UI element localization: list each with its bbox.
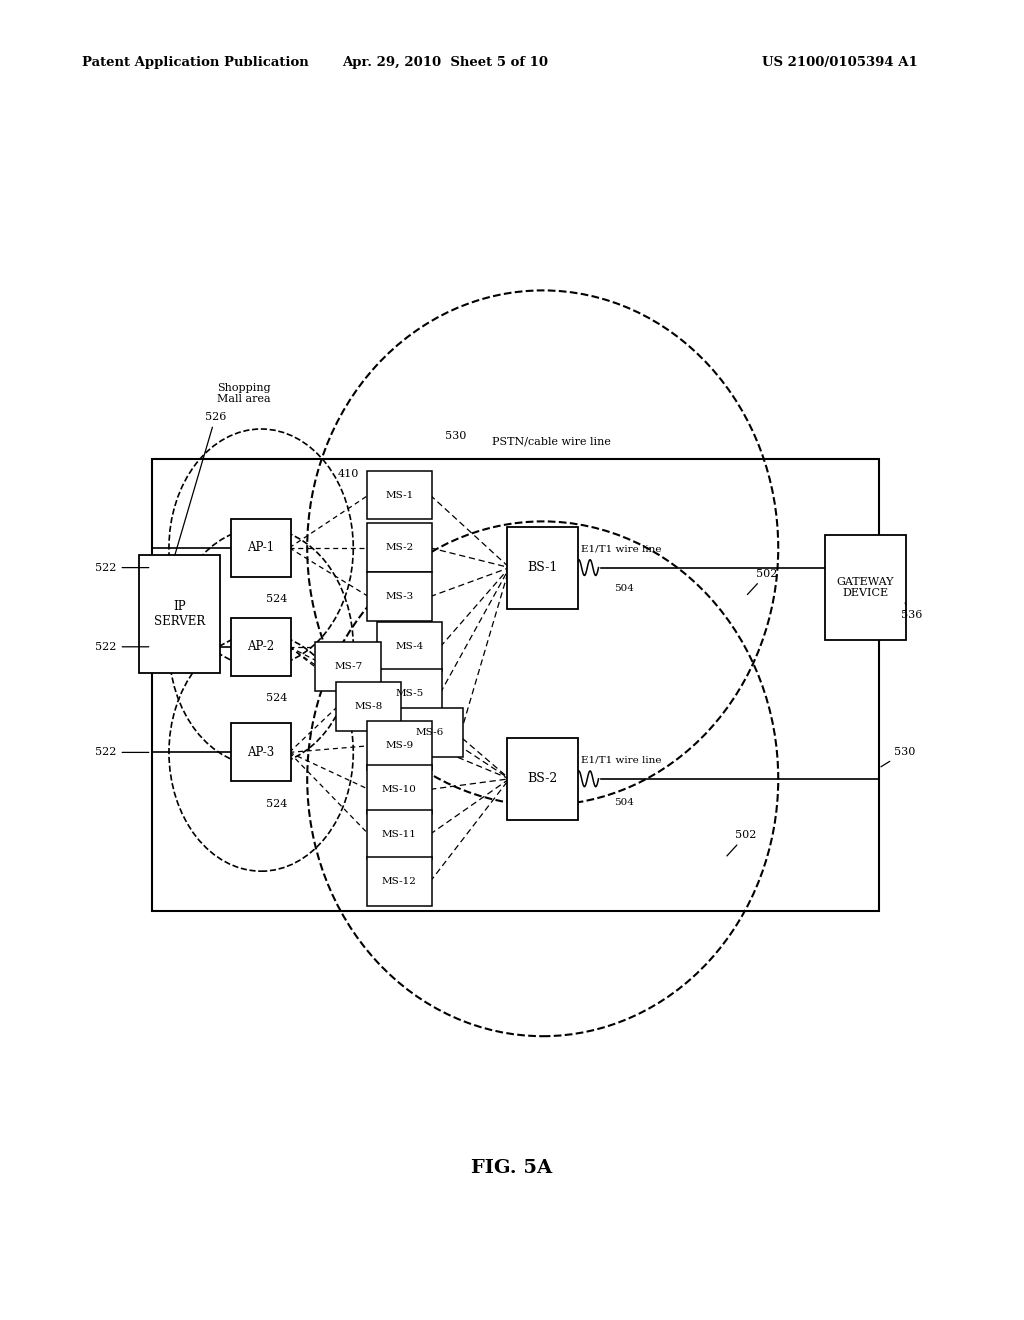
- FancyBboxPatch shape: [367, 766, 432, 813]
- Text: E1/T1 wire line: E1/T1 wire line: [582, 545, 662, 554]
- Bar: [152, 459, 879, 911]
- FancyBboxPatch shape: [367, 721, 432, 770]
- FancyBboxPatch shape: [367, 523, 432, 573]
- FancyBboxPatch shape: [825, 536, 905, 640]
- Text: 524: 524: [266, 594, 288, 605]
- Text: MS-1: MS-1: [385, 491, 414, 499]
- Text: GATEWAY
DEVICE: GATEWAY DEVICE: [837, 577, 894, 598]
- FancyBboxPatch shape: [377, 668, 442, 718]
- Text: MS-4: MS-4: [395, 643, 424, 651]
- Text: 536: 536: [901, 603, 923, 620]
- Text: 504: 504: [614, 799, 634, 808]
- FancyBboxPatch shape: [508, 738, 578, 820]
- Text: MS-12: MS-12: [382, 878, 417, 886]
- Text: 524: 524: [266, 799, 288, 809]
- Text: MS-2: MS-2: [385, 544, 414, 552]
- Text: BS-2: BS-2: [527, 772, 558, 785]
- FancyBboxPatch shape: [315, 643, 381, 692]
- Text: AP-2: AP-2: [248, 640, 274, 653]
- Text: 502: 502: [727, 830, 757, 855]
- Text: 530: 530: [445, 430, 467, 441]
- FancyBboxPatch shape: [231, 723, 291, 781]
- Text: 522: 522: [95, 562, 148, 573]
- Text: MS-7: MS-7: [334, 663, 362, 671]
- FancyBboxPatch shape: [138, 556, 219, 673]
- Text: MS-5: MS-5: [395, 689, 424, 697]
- Text: 410: 410: [338, 469, 359, 479]
- Text: MS-10: MS-10: [382, 785, 417, 793]
- FancyBboxPatch shape: [367, 858, 432, 907]
- Text: MS-3: MS-3: [385, 593, 414, 601]
- Text: 524: 524: [266, 693, 288, 704]
- Text: 502: 502: [748, 569, 777, 594]
- Text: BS-1: BS-1: [527, 561, 558, 574]
- Text: IP
SERVER: IP SERVER: [154, 599, 205, 628]
- Text: US 2100/0105394 A1: US 2100/0105394 A1: [762, 55, 918, 69]
- Text: PSTN/cable wire line: PSTN/cable wire line: [492, 436, 610, 446]
- Text: 504: 504: [614, 585, 634, 594]
- FancyBboxPatch shape: [367, 470, 432, 519]
- FancyBboxPatch shape: [231, 618, 291, 676]
- Text: MS-11: MS-11: [382, 830, 417, 838]
- Text: 522: 522: [95, 642, 148, 652]
- Text: MS-9: MS-9: [385, 742, 414, 750]
- Text: 530: 530: [881, 747, 915, 767]
- Text: MS-8: MS-8: [354, 702, 383, 710]
- Text: 522: 522: [95, 747, 148, 758]
- Text: AP-3: AP-3: [248, 746, 274, 759]
- FancyBboxPatch shape: [508, 527, 578, 609]
- Text: Shopping
Mall area: Shopping Mall area: [217, 383, 270, 404]
- Text: Apr. 29, 2010  Sheet 5 of 10: Apr. 29, 2010 Sheet 5 of 10: [342, 55, 549, 69]
- Text: FIG. 5A: FIG. 5A: [471, 1159, 553, 1177]
- Text: AP-1: AP-1: [248, 541, 274, 554]
- FancyBboxPatch shape: [336, 682, 401, 731]
- FancyBboxPatch shape: [377, 623, 442, 671]
- FancyBboxPatch shape: [397, 708, 463, 758]
- Text: MS-6: MS-6: [416, 729, 444, 737]
- Text: E1/T1 wire line: E1/T1 wire line: [582, 756, 662, 766]
- FancyBboxPatch shape: [367, 572, 432, 620]
- Text: Patent Application Publication: Patent Application Publication: [82, 55, 308, 69]
- Text: 526: 526: [175, 412, 226, 554]
- FancyBboxPatch shape: [367, 810, 432, 859]
- FancyBboxPatch shape: [231, 519, 291, 577]
